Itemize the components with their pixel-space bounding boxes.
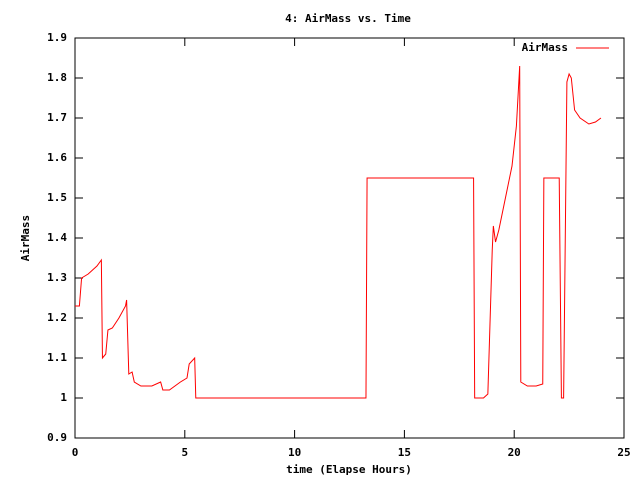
y-tick-label: 1.7 — [47, 111, 67, 124]
y-tick-label: 1.4 — [47, 231, 67, 244]
x-tick-label: 25 — [617, 446, 630, 459]
x-axis-label: time (Elapse Hours) — [286, 463, 412, 476]
y-axis-label: AirMass — [19, 215, 32, 261]
x-tick-label: 5 — [181, 446, 188, 459]
data-line — [75, 65, 602, 399]
x-tick-label: 20 — [508, 446, 521, 459]
x-tick-label: 15 — [398, 446, 411, 459]
y-tick-label: 1 — [60, 391, 67, 404]
y-tick-label: 1.3 — [47, 271, 67, 284]
x-tick-label: 10 — [288, 446, 301, 459]
y-tick-label: 1.9 — [47, 31, 67, 44]
y-tick-label: 1.8 — [47, 71, 67, 84]
y-tick-label: 1.2 — [47, 311, 67, 324]
plot-border — [74, 37, 625, 439]
y-tick-label: 0.9 — [47, 431, 67, 444]
x-tick-label: 0 — [72, 446, 79, 459]
y-tick-label: 1.6 — [47, 151, 67, 164]
legend-label: AirMass — [522, 41, 568, 54]
y-tick-label: 1.1 — [47, 351, 67, 364]
y-tick-label: 1.5 — [47, 191, 67, 204]
chart-title: 4: AirMass vs. Time — [285, 12, 411, 25]
